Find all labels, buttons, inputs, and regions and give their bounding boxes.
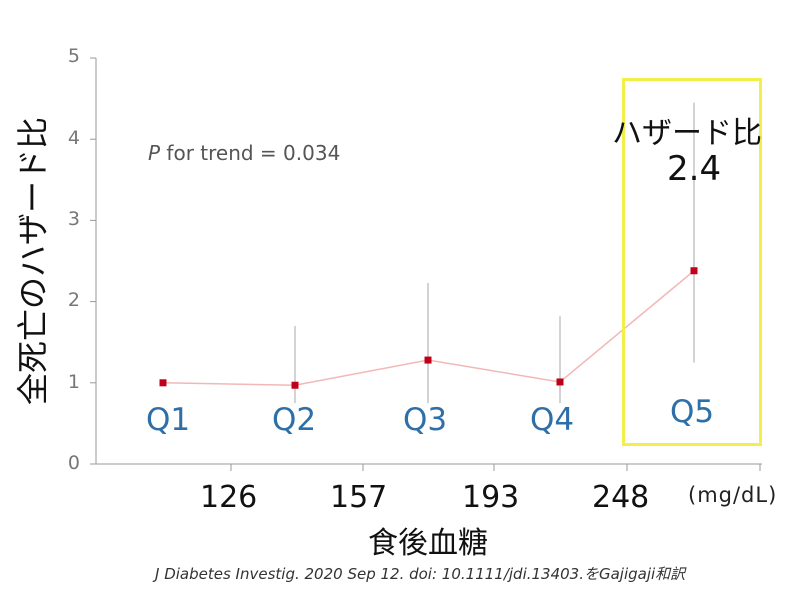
x-unit-label: (mg/dL) xyxy=(688,483,778,507)
p-italic: P xyxy=(148,141,161,165)
marker-q3 xyxy=(424,356,432,364)
highlight-title: ハザード比 xyxy=(612,116,762,151)
x-boundary-label: 157 xyxy=(330,480,388,515)
x-boundary-label: 248 xyxy=(592,480,650,515)
quartile-label-q1: Q1 xyxy=(146,402,191,438)
highlight-box xyxy=(622,78,762,446)
marker-q1 xyxy=(159,379,167,387)
y-tick-label: 3 xyxy=(67,208,80,230)
y-axis-title: 全死亡のハザード比 xyxy=(14,116,52,405)
y-tick-label: 2 xyxy=(67,289,80,311)
marker-q4 xyxy=(556,378,564,386)
trend-text: for trend = 0.034 xyxy=(160,141,341,165)
quartile-label-q5: Q5 xyxy=(670,394,715,430)
y-tick-label: 5 xyxy=(67,45,80,67)
quartile-label-q3: Q3 xyxy=(403,402,448,438)
x-boundary-label: 126 xyxy=(200,480,258,515)
marker-q5 xyxy=(690,267,698,275)
quartile-label-q2: Q2 xyxy=(272,402,317,438)
source-citation: J Diabetes Investig. 2020 Sep 12. doi: 1… xyxy=(155,565,686,583)
confidence-intervals xyxy=(294,102,695,404)
p-for-trend-annotation: P for trend = 0.034 xyxy=(148,141,340,165)
axes xyxy=(90,57,762,471)
quartile-label-q4: Q4 xyxy=(530,402,575,438)
x-axis-title: 食後血糖 xyxy=(368,526,488,561)
marker-q2 xyxy=(291,381,299,389)
series-markers xyxy=(159,267,698,389)
y-tick-label: 0 xyxy=(67,452,80,474)
y-tick-label: 1 xyxy=(67,371,80,393)
highlight-value: 2.4 xyxy=(667,149,722,189)
y-tick-label: 4 xyxy=(67,127,80,149)
x-boundary-label: 193 xyxy=(462,480,520,515)
